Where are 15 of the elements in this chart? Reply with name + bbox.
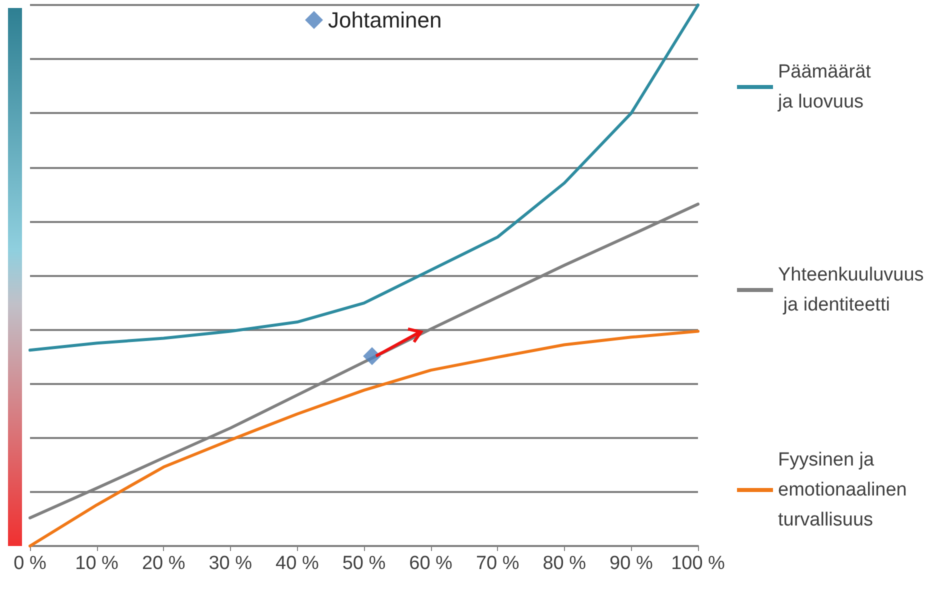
x-tick-label: 40 % [276,553,319,574]
x-tick-label: 70 % [476,553,520,574]
legend-label: Fyysinen ja emotionaalinen turvallisuus [778,450,912,530]
legend-label: Johtaminen [328,8,442,32]
x-tick-label: 10 % [75,553,119,574]
x-tick-label: 80 % [542,553,586,574]
x-tick-label: 50 % [342,553,386,574]
x-tick-label: 100 % [671,553,726,574]
x-tick-label: 0 % [14,553,46,574]
x-tick-label: 60 % [409,553,453,574]
x-tick-label: 90 % [610,553,653,574]
x-tick-label: 20 % [142,553,186,574]
legend-label: Yhteenkuuluvuus ja identiteetti [778,264,924,316]
legend-label: Päämäärät ja luovuus [777,62,876,112]
x-tick-label: 30 % [208,553,252,574]
